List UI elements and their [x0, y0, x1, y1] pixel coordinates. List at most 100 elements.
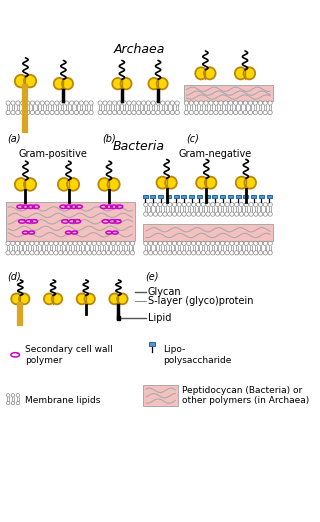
Circle shape — [184, 110, 188, 115]
Circle shape — [244, 251, 248, 255]
Circle shape — [116, 241, 120, 245]
Circle shape — [20, 251, 25, 255]
Bar — [228, 195, 233, 198]
Circle shape — [201, 203, 205, 207]
Circle shape — [146, 101, 150, 105]
Circle shape — [268, 251, 272, 255]
Circle shape — [220, 203, 225, 207]
Circle shape — [44, 251, 49, 255]
Circle shape — [161, 101, 165, 105]
Ellipse shape — [19, 293, 29, 304]
Circle shape — [11, 401, 15, 405]
Circle shape — [259, 241, 263, 245]
Bar — [204, 195, 210, 198]
Circle shape — [141, 110, 146, 115]
Circle shape — [182, 203, 186, 207]
Circle shape — [15, 241, 20, 245]
Circle shape — [263, 241, 268, 245]
Circle shape — [206, 251, 210, 255]
Circle shape — [168, 241, 172, 245]
Circle shape — [84, 110, 88, 115]
Circle shape — [125, 251, 130, 255]
Circle shape — [206, 203, 210, 207]
Circle shape — [50, 101, 54, 105]
Circle shape — [238, 110, 243, 115]
Ellipse shape — [98, 178, 110, 191]
Polygon shape — [117, 316, 120, 319]
Circle shape — [130, 241, 135, 245]
Circle shape — [175, 110, 179, 115]
Circle shape — [65, 110, 69, 115]
Circle shape — [194, 101, 198, 105]
Circle shape — [153, 203, 157, 207]
Circle shape — [177, 241, 181, 245]
Circle shape — [220, 241, 225, 245]
Ellipse shape — [108, 178, 120, 191]
Circle shape — [249, 251, 253, 255]
Circle shape — [268, 110, 272, 115]
Circle shape — [219, 110, 223, 115]
Circle shape — [69, 101, 74, 105]
Circle shape — [243, 110, 248, 115]
Circle shape — [228, 101, 233, 105]
Circle shape — [16, 110, 20, 115]
Circle shape — [196, 212, 201, 216]
Circle shape — [50, 110, 54, 115]
Circle shape — [59, 241, 63, 245]
Circle shape — [191, 212, 196, 216]
Circle shape — [35, 101, 40, 105]
Circle shape — [235, 241, 239, 245]
Circle shape — [92, 251, 96, 255]
Ellipse shape — [109, 293, 120, 304]
Circle shape — [69, 110, 74, 115]
Circle shape — [170, 110, 174, 115]
Bar — [243, 195, 248, 198]
Circle shape — [73, 251, 77, 255]
Circle shape — [144, 203, 148, 207]
Circle shape — [239, 203, 244, 207]
Circle shape — [113, 101, 117, 105]
Bar — [150, 195, 156, 198]
Circle shape — [6, 101, 10, 105]
Circle shape — [121, 251, 125, 255]
Ellipse shape — [236, 176, 247, 188]
Circle shape — [215, 203, 220, 207]
Circle shape — [153, 251, 157, 255]
Circle shape — [230, 251, 234, 255]
Circle shape — [106, 241, 111, 245]
Ellipse shape — [205, 176, 216, 188]
Circle shape — [239, 251, 244, 255]
Circle shape — [125, 241, 130, 245]
Circle shape — [263, 203, 268, 207]
Text: (e): (e) — [145, 271, 159, 281]
Circle shape — [137, 101, 141, 105]
Circle shape — [209, 101, 213, 105]
Circle shape — [11, 251, 15, 255]
Circle shape — [258, 101, 262, 105]
Ellipse shape — [244, 176, 256, 188]
Circle shape — [83, 241, 87, 245]
Circle shape — [127, 110, 131, 115]
Circle shape — [132, 101, 136, 105]
Ellipse shape — [76, 293, 87, 304]
Circle shape — [87, 251, 92, 255]
Circle shape — [148, 251, 153, 255]
Circle shape — [89, 110, 93, 115]
Ellipse shape — [15, 178, 27, 191]
Circle shape — [137, 110, 141, 115]
Circle shape — [92, 241, 96, 245]
Circle shape — [156, 110, 160, 115]
Circle shape — [177, 203, 181, 207]
Text: Glycan: Glycan — [148, 287, 181, 297]
Text: Archaea: Archaea — [113, 43, 165, 56]
Circle shape — [268, 203, 272, 207]
Circle shape — [84, 101, 88, 105]
Circle shape — [238, 101, 243, 105]
Circle shape — [74, 110, 79, 115]
Circle shape — [130, 251, 135, 255]
Circle shape — [163, 212, 167, 216]
Circle shape — [254, 203, 258, 207]
Circle shape — [59, 251, 63, 255]
Bar — [212, 195, 218, 198]
Ellipse shape — [204, 67, 216, 79]
